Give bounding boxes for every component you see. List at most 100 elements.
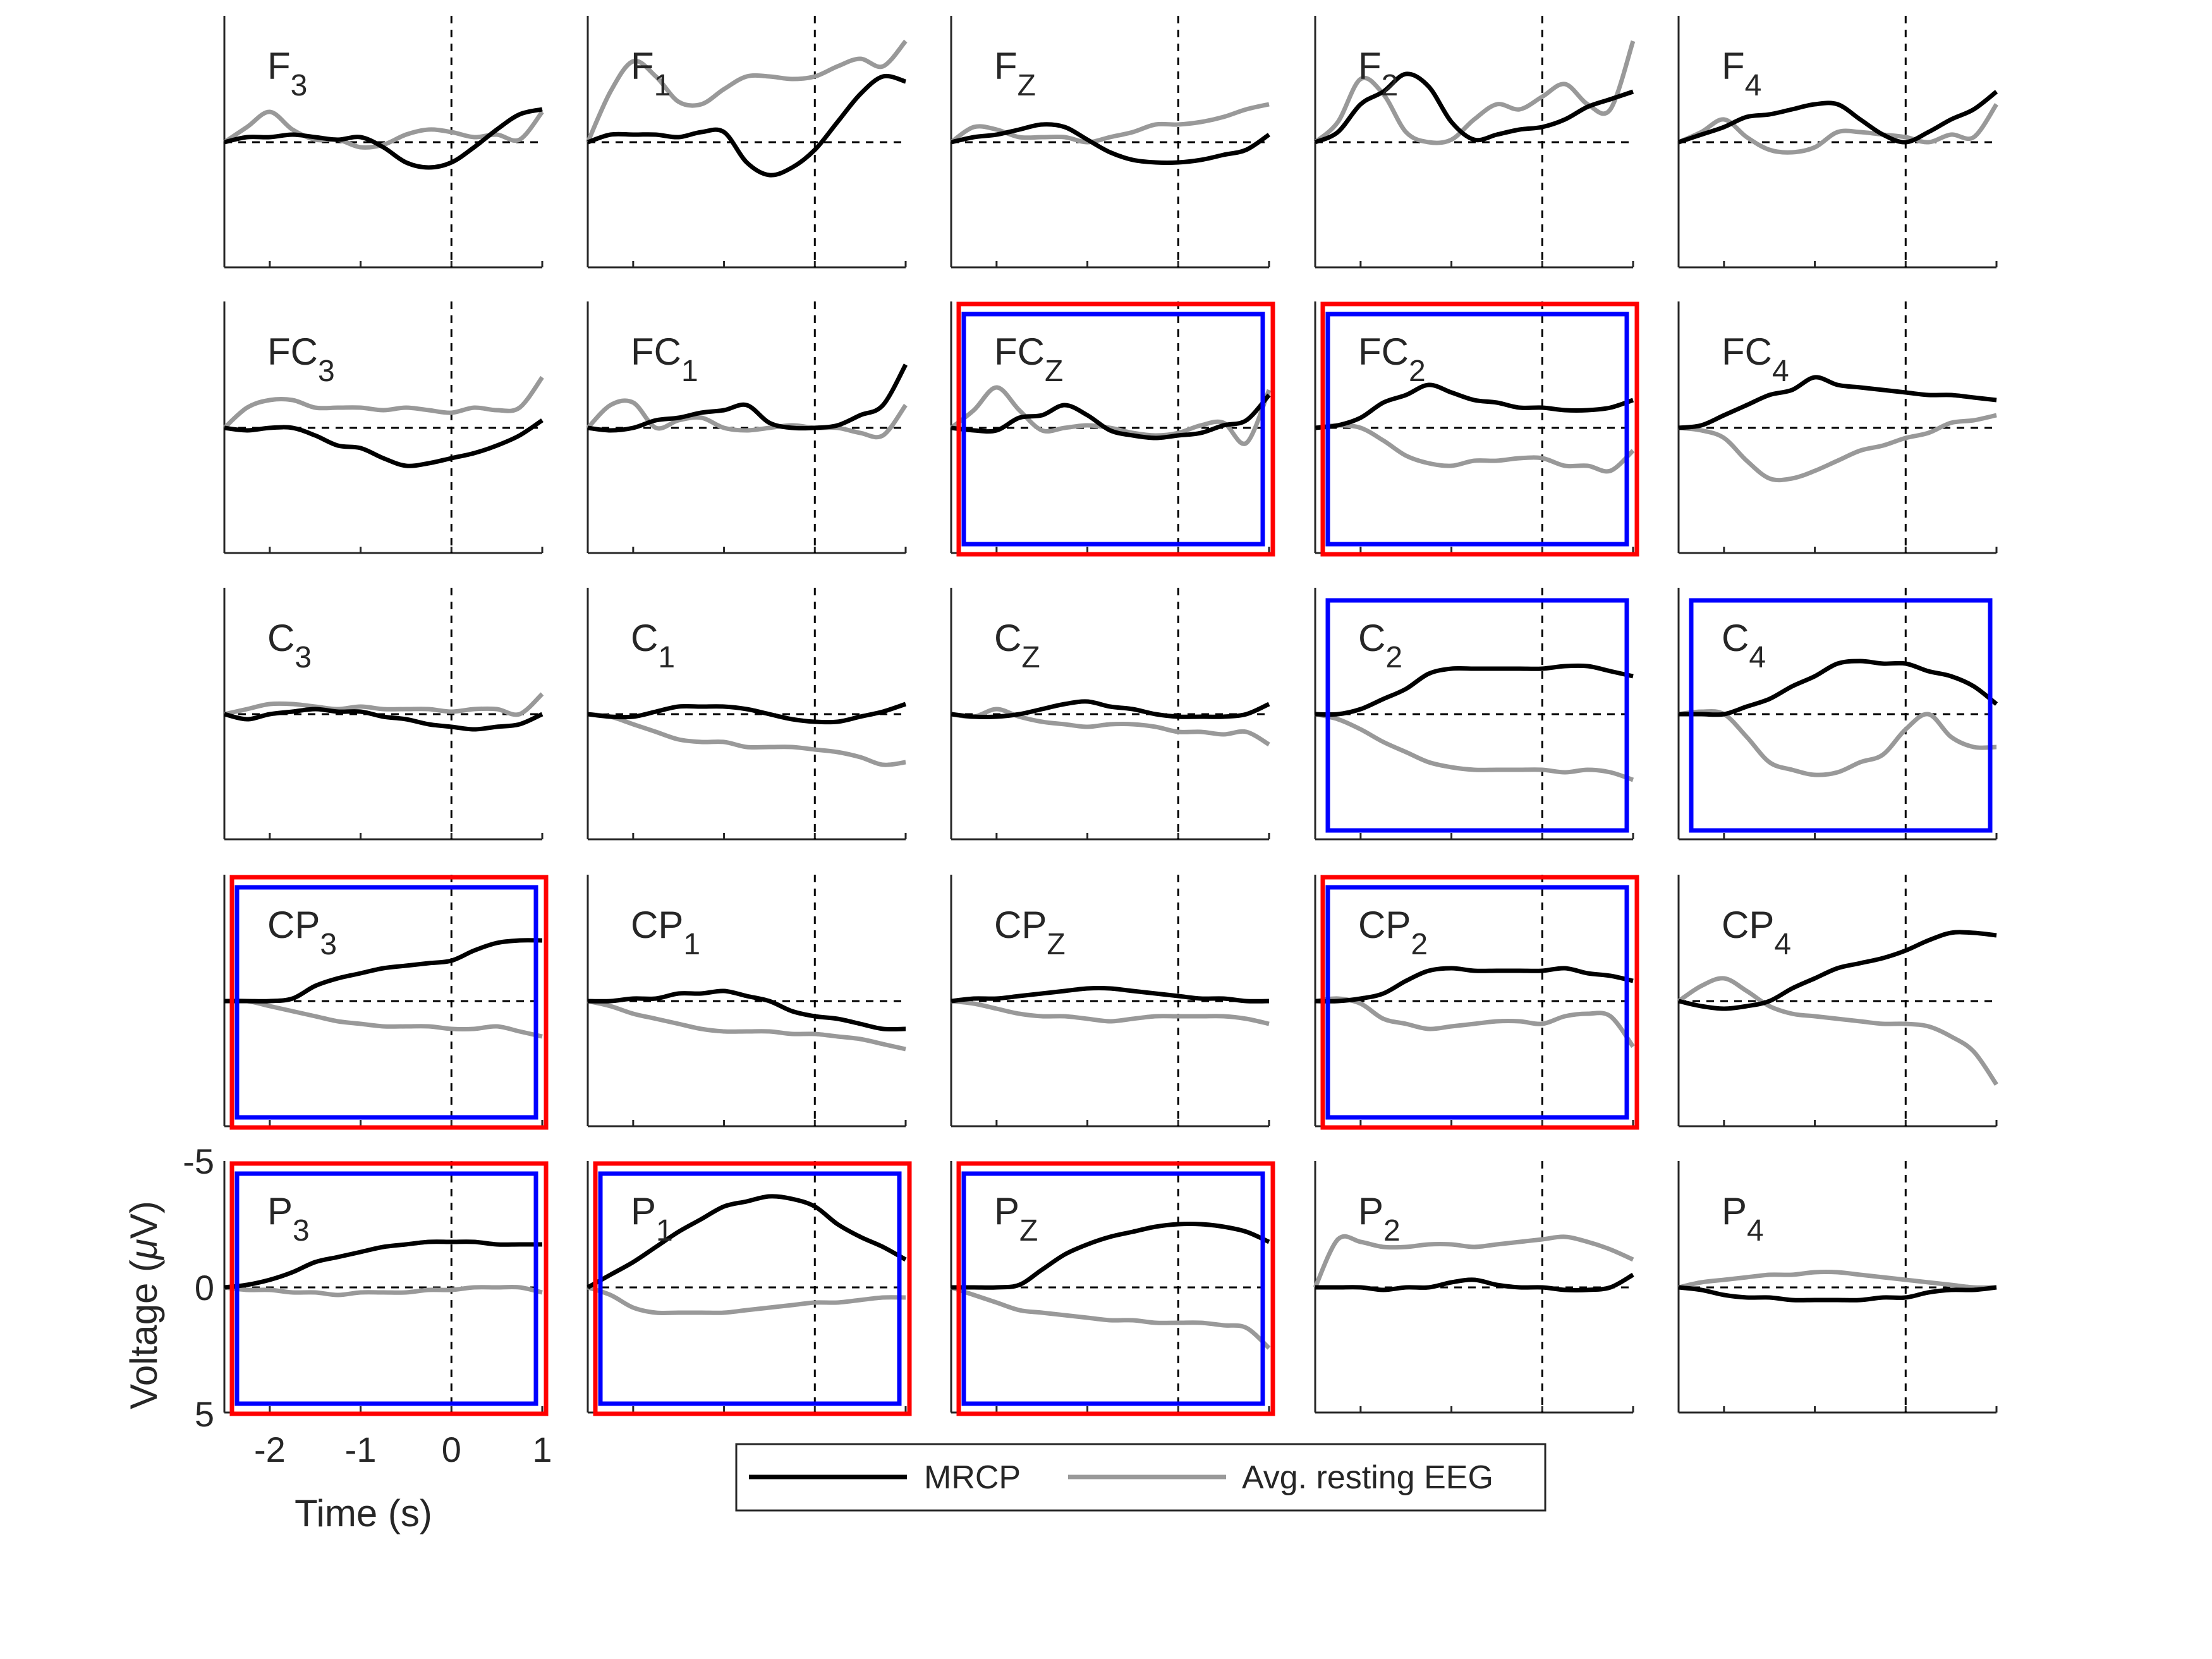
- series-mrcp-fcz: [951, 393, 1271, 441]
- series-rest-f2: [1313, 40, 1636, 145]
- electrode-label-c4: C4: [1722, 617, 1766, 674]
- highlight-blue-cp2: [1325, 885, 1629, 1120]
- electrode-subscript-cpz: Z: [1047, 928, 1065, 961]
- electrode-label-cz: CZ: [994, 617, 1040, 674]
- electrode-base-f2: F: [1358, 45, 1382, 87]
- electrode-subscript-cp1: 1: [683, 928, 700, 961]
- y-axis-label-start: Voltage (: [123, 1260, 165, 1409]
- electrode-base-f1: F: [631, 45, 654, 87]
- highlight-blue-p3: [234, 1171, 538, 1406]
- electrode-base-fz: F: [994, 45, 1018, 87]
- series-mrcp-c4: [1678, 659, 1998, 717]
- electrode-base-p3: P: [267, 1190, 293, 1232]
- panel-f1: F1: [585, 16, 908, 269]
- series-mrcp-cp2: [1315, 966, 1634, 1004]
- series-mrcp-f2: [1314, 71, 1634, 145]
- panel-c1: C1: [586, 588, 907, 841]
- series-rest-cp1: [587, 999, 906, 1052]
- panel-cpz: CPZ: [950, 875, 1270, 1127]
- y-tick-label-1: 0: [195, 1268, 214, 1308]
- panel-p4: P4: [1677, 1161, 1998, 1414]
- electrode-subscript-p4: 4: [1747, 1214, 1764, 1248]
- electrode-subscript-fc3: 3: [318, 355, 335, 388]
- panel-fz: FZ: [949, 16, 1271, 269]
- highlight-blue-fcz: [961, 312, 1265, 547]
- electrode-label-c1: C1: [631, 617, 675, 674]
- panel-cp4: CP4: [1677, 875, 1998, 1127]
- electrode-subscript-f3: 3: [291, 69, 308, 102]
- electrode-subscript-f4: 4: [1745, 69, 1762, 102]
- electrode-base-c1: C: [631, 617, 658, 659]
- electrode-base-p4: P: [1722, 1190, 1747, 1232]
- highlight-blue-fc2: [1325, 312, 1629, 547]
- panel-fc1: FC1: [586, 301, 908, 554]
- electrode-base-fcz: FC: [994, 331, 1045, 373]
- x-axis-label: Time (s): [295, 1492, 432, 1534]
- electrode-subscript-c1: 1: [658, 641, 675, 674]
- panel-cp2: CP2: [1314, 875, 1639, 1130]
- highlight-blue-cp3: [234, 885, 538, 1120]
- series-mrcp-p2: [1315, 1272, 1634, 1293]
- highlight-red-cp2: [1320, 875, 1639, 1130]
- series-mrcp-p4: [1678, 1285, 1997, 1303]
- electrode-base-cp3: CP: [267, 904, 320, 946]
- panel-fc3: FC3: [222, 301, 544, 554]
- electrode-label-p3: P3: [267, 1190, 310, 1248]
- electrode-base-c2: C: [1358, 617, 1385, 659]
- series-mrcp-cz: [951, 699, 1270, 720]
- electrode-base-p2: P: [1358, 1190, 1383, 1232]
- electrode-label-f3: F3: [267, 45, 307, 102]
- highlight-blue-p1: [598, 1171, 902, 1406]
- highlight-red-fcz: [956, 301, 1275, 557]
- legend-label-rest: Avg. resting EEG: [1242, 1459, 1493, 1496]
- legend: MRCP Avg. resting EEG: [735, 1443, 1547, 1512]
- highlight-blue-c4: [1689, 598, 1993, 833]
- electrode-label-cp1: CP1: [631, 904, 700, 961]
- series-rest-c1: [587, 712, 906, 767]
- series-mrcp-fc3: [224, 418, 544, 468]
- series-mrcp-fc2: [1315, 382, 1634, 430]
- electrode-label-cpz: CPZ: [994, 904, 1066, 961]
- y-tick-label-2: 5: [195, 1394, 214, 1434]
- electrode-label-f2: F2: [1358, 45, 1398, 102]
- electrode-label-fc2: FC2: [1358, 331, 1426, 388]
- panel-p1: P1: [586, 1161, 912, 1416]
- series-rest-p4: [1678, 1269, 1997, 1290]
- series-rest-fc2: [1315, 423, 1635, 474]
- series-rest-p1: [586, 1285, 906, 1316]
- series-mrcp-c3: [224, 707, 544, 732]
- electrode-label-fc3: FC3: [267, 331, 335, 388]
- electrode-subscript-f2: 2: [1382, 69, 1399, 102]
- highlight-red-pz: [956, 1161, 1275, 1416]
- panel-f3: F3: [223, 16, 544, 269]
- series-rest-cp4: [1677, 976, 1998, 1086]
- series-rest-f1: [585, 39, 908, 143]
- electrode-label-f1: F1: [631, 45, 671, 102]
- electrode-subscript-fcz: Z: [1045, 355, 1063, 388]
- panel-f2: F2: [1313, 16, 1636, 269]
- x-tick-label-3: 1: [532, 1430, 552, 1469]
- series-rest-cp3: [224, 998, 543, 1039]
- series-rest-fc3: [222, 375, 544, 430]
- electrode-label-p2: P2: [1358, 1190, 1401, 1248]
- panel-f4: F4: [1677, 16, 1998, 269]
- series-mrcp-p1: [586, 1194, 907, 1290]
- series-rest-cpz: [951, 999, 1270, 1026]
- x-tick-label-2: 0: [442, 1430, 461, 1469]
- electrode-subscript-fc2: 2: [1409, 355, 1426, 388]
- series-rest-cp2: [1315, 996, 1635, 1048]
- panel-cz: CZ: [950, 588, 1270, 841]
- highlight-blue-c2: [1325, 598, 1629, 833]
- panel-c4: C4: [1677, 588, 1998, 841]
- series-mrcp-cpz: [951, 985, 1270, 1004]
- electrode-base-cp2: CP: [1358, 904, 1411, 946]
- electrode-label-fz: FZ: [994, 45, 1036, 102]
- highlight-red-p1: [593, 1161, 912, 1416]
- electrode-subscript-c4: 4: [1749, 641, 1766, 674]
- series-rest-fcz: [949, 385, 1272, 446]
- series-rest-fc4: [1678, 413, 1997, 483]
- electrode-label-cp4: CP4: [1722, 904, 1791, 961]
- series-rest-fz: [949, 102, 1270, 145]
